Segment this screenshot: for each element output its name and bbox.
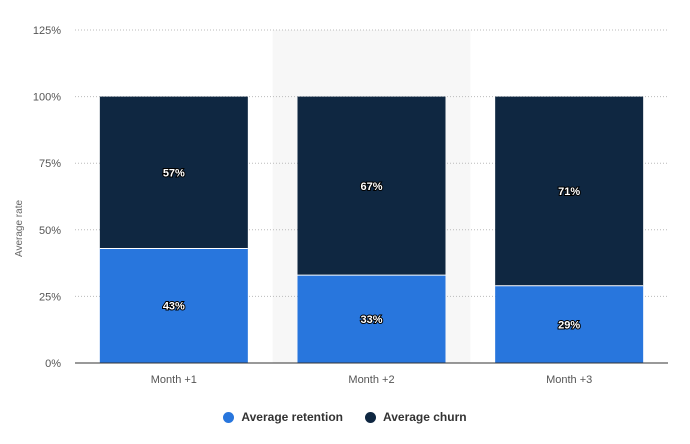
bar-churn[interactable] (495, 96, 644, 286)
bars[interactable]: 43% 57% 33% 67% 29% 71% (99, 96, 644, 363)
legend-label-churn: Average churn (383, 410, 467, 424)
y-tick-label: 100% (33, 92, 61, 104)
data-label: 29% (558, 319, 580, 331)
legend-label-retention: Average retention (241, 410, 343, 424)
data-label: 71% (558, 186, 580, 198)
x-tick-label: Month +2 (348, 374, 394, 386)
data-label: 43% (163, 301, 185, 313)
y-tick-label: 25% (39, 291, 61, 303)
bar-retention[interactable] (297, 275, 446, 363)
bar-churn[interactable] (99, 96, 248, 249)
y-tick-label: 125% (33, 25, 61, 37)
data-label: 33% (360, 314, 382, 326)
y-tick-label: 75% (39, 158, 61, 170)
bar-churn[interactable] (297, 96, 446, 276)
y-axis-label: Average rate (14, 200, 25, 258)
legend-item-churn[interactable]: Average churn (365, 410, 467, 424)
bar-retention[interactable] (99, 248, 248, 363)
x-tick-label: Month +1 (151, 374, 197, 386)
y-axis-ticks: 0% 25% 50% 75% 100% 125% (33, 25, 61, 370)
x-tick-label: Month +3 (546, 374, 592, 386)
legend: Average retention Average churn (0, 410, 690, 424)
data-label: 57% (163, 168, 185, 180)
bar-retention[interactable] (495, 285, 644, 363)
retention-swatch-icon (223, 411, 235, 423)
y-tick-label: 0% (45, 358, 61, 370)
y-tick-label: 50% (39, 225, 61, 237)
churn-swatch-icon (365, 411, 376, 423)
legend-item-retention[interactable]: Average retention (223, 410, 343, 424)
data-label: 67% (360, 181, 382, 193)
x-axis-ticks: Month +1 Month +2 Month +3 (151, 374, 593, 386)
